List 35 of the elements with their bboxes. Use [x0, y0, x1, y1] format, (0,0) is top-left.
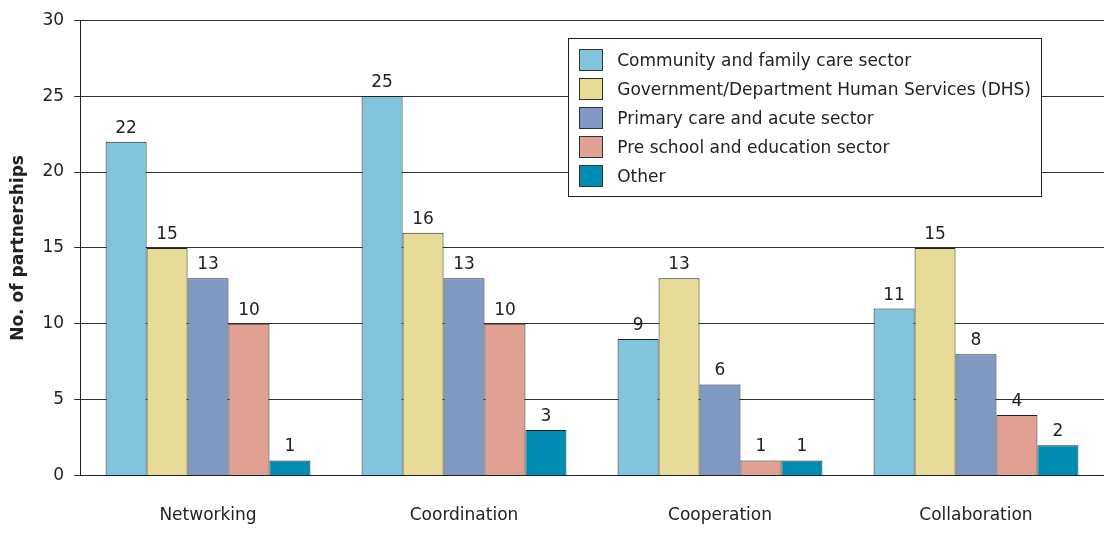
y-tick-label: 20	[42, 160, 65, 181]
y-tick-label: 10	[42, 312, 65, 333]
y-tick-label: 25	[42, 84, 65, 105]
data-label: 13	[668, 253, 690, 274]
legend-label: Government/Department Human Services (DHS)	[617, 78, 1031, 99]
data-label: 10	[238, 298, 260, 319]
x-tick-label: Cooperation	[668, 504, 772, 525]
y-tick-label: 0	[53, 464, 65, 485]
x-tick-label: Collaboration	[919, 504, 1033, 525]
legend-label: Other	[617, 165, 666, 186]
data-label: 1	[284, 435, 296, 456]
data-label: 8	[970, 329, 982, 350]
y-tick-label: 5	[53, 388, 65, 409]
data-label: 1	[755, 435, 767, 456]
x-tick-label: Coordination	[409, 504, 519, 525]
data-label: 22	[115, 116, 137, 137]
data-label: 13	[453, 253, 475, 274]
data-label: 6	[714, 359, 726, 380]
data-label: 3	[540, 404, 552, 425]
y-tick-label: 30	[42, 8, 65, 29]
y-tick-label: 15	[42, 236, 65, 257]
data-label: 16	[412, 207, 434, 228]
data-label: 25	[371, 71, 393, 92]
data-label: 13	[197, 253, 219, 274]
data-label: 10	[494, 298, 516, 319]
data-label: 15	[156, 222, 178, 243]
legend-label: Community and family care sector	[617, 49, 912, 70]
data-label: 11	[883, 283, 905, 304]
data-label: 15	[924, 222, 946, 243]
data-label: 2	[1052, 420, 1064, 441]
legend-label: Primary care and acute sector	[617, 107, 874, 128]
data-label: 1	[796, 435, 808, 456]
x-tick-label: Networking	[159, 504, 257, 525]
legend-label: Pre school and education sector	[617, 136, 890, 157]
y-axis-title: No. of partnerships	[6, 155, 27, 341]
